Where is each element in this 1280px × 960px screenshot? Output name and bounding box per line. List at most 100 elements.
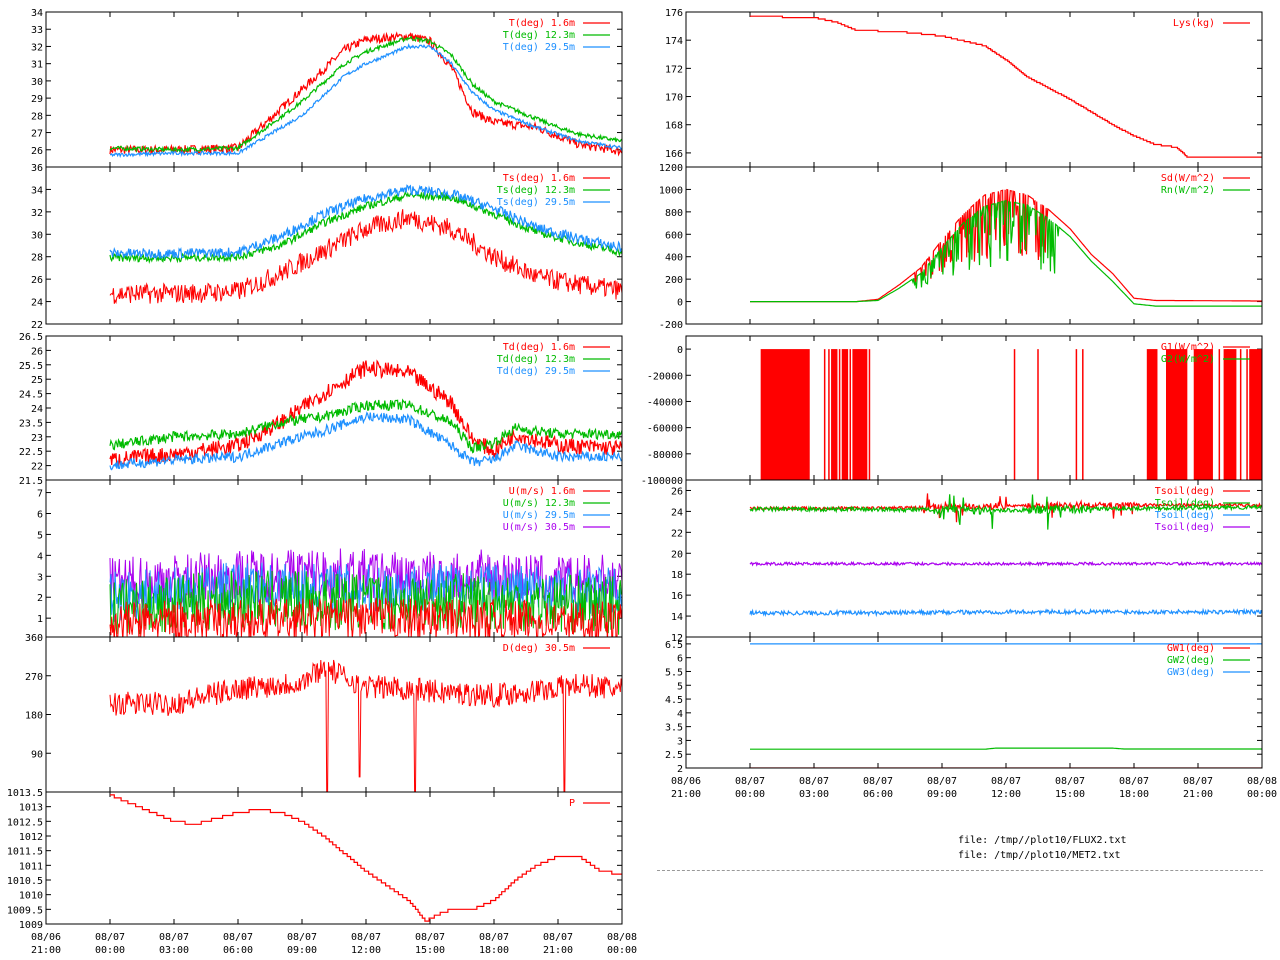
series-line-1	[109, 190, 622, 264]
panel-lys: 166 168 170 172 174 176 Lys(kg)	[665, 8, 1263, 168]
y-tick-label: 21.5	[19, 476, 43, 487]
panel-frame	[685, 11, 1263, 168]
series-line-0	[109, 209, 622, 305]
legend-label: Lys(kg)	[1173, 18, 1215, 29]
x-tick-time: 21:00	[31, 945, 61, 956]
x-tick-time: 06:00	[863, 789, 893, 800]
series-group	[749, 493, 1262, 618]
y-tick-label: 1013	[19, 803, 43, 814]
y-tick-label: 180	[25, 711, 43, 722]
series-line-2	[110, 43, 622, 158]
x-tick-date: 08/08	[607, 932, 637, 943]
legend-label: Tsoil(deg)	[1155, 498, 1215, 509]
y-tick-label: 174	[665, 36, 683, 47]
y-tick-label: 12	[671, 633, 683, 644]
x-tick-date: 08/07	[479, 932, 509, 943]
x-tick-date: 08/06	[31, 932, 61, 943]
x-tick-date: 08/07	[415, 932, 445, 943]
series-group	[750, 643, 1262, 768]
panel-frame	[685, 636, 1263, 769]
y-tick-label: 2	[37, 593, 43, 604]
panel-sd: -200 0 200 400 600 800 1000 1200 Sd(W/m^2)Rn(W/m…	[659, 163, 1263, 331]
legend-label: U(m/s) 30.5m	[503, 522, 575, 533]
x-tick-date: 08/07	[991, 776, 1021, 787]
legend-label: G2(W/m^2)	[1161, 354, 1215, 365]
series-group	[109, 659, 622, 792]
series-line-2	[109, 184, 622, 260]
x-tick-time: 18:00	[1119, 789, 1149, 800]
flux-band	[1146, 349, 1158, 480]
series-group	[110, 794, 622, 922]
legend-label: Td(deg) 1.6m	[503, 342, 575, 353]
legend-label: T(deg) 1.6m	[509, 18, 575, 29]
y-tick-label: 1	[37, 614, 43, 625]
series-group	[109, 359, 622, 471]
flux-band	[852, 349, 868, 480]
y-tick-label: 7	[37, 489, 43, 500]
series-line-0	[109, 659, 622, 792]
panel-d: 90 180 270 360 D(deg) 30.5m	[25, 633, 623, 793]
panel-frame	[45, 791, 623, 925]
legend-label: U(m/s) 29.5m	[503, 510, 575, 521]
x-tick-date: 08/07	[95, 932, 125, 943]
file-label-1: file: /tmp//plot10/FLUX2.txt	[958, 835, 1127, 846]
y-tick-label: 0	[677, 345, 683, 356]
y-tick-label: 176	[665, 8, 683, 19]
series-line-0	[750, 15, 1262, 158]
flux-band	[1166, 349, 1188, 480]
x-tick-time: 06:00	[223, 945, 253, 956]
flux-band	[760, 349, 810, 480]
x-tick-time: 21:00	[1183, 789, 1213, 800]
legend-label: GW2(deg)	[1167, 655, 1215, 666]
y-tick-label: -60000	[647, 424, 683, 435]
y-tick-label: 30	[31, 230, 43, 241]
y-tick-label: 29	[31, 94, 43, 105]
panel-t: 26 27 28 29 30 31 32 33 34 T(deg) 1.6mT(deg) 12.3…	[31, 8, 623, 168]
y-tick-label: 168	[665, 121, 683, 132]
y-tick-label: -80000	[647, 450, 683, 461]
x-tick-time: 03:00	[799, 789, 829, 800]
y-tick-label: 28	[31, 111, 43, 122]
y-tick-label: 27	[31, 129, 43, 140]
y-tick-label: 22	[671, 528, 683, 539]
y-tick-label: 90	[31, 749, 43, 760]
legend-label: GW3(deg)	[1167, 667, 1215, 678]
y-tick-label: 22	[31, 320, 43, 331]
y-tick-label: 16	[671, 591, 683, 602]
y-tick-label: 23	[31, 433, 43, 444]
series-line-1	[749, 494, 1262, 530]
y-tick-label: 22	[31, 462, 43, 473]
y-tick-label: -40000	[647, 397, 683, 408]
y-tick-label: 1000	[659, 185, 683, 196]
y-tick-label: 32	[31, 42, 43, 53]
y-tick-label: 26.5	[19, 332, 43, 343]
series-line-1	[750, 747, 1262, 750]
y-tick-label: 25.5	[19, 361, 43, 372]
y-tick-label: 26	[31, 346, 43, 357]
x-tick-date: 08/07	[735, 776, 765, 787]
flux-band	[1223, 349, 1237, 480]
y-tick-label: 26	[31, 146, 43, 157]
y-tick-label: 172	[665, 64, 683, 75]
x-tick-time: 00:00	[95, 945, 125, 956]
series-line-1	[109, 398, 622, 454]
flux-band	[1193, 349, 1213, 480]
y-tick-label: 6	[37, 509, 43, 520]
series-line-3	[749, 560, 1262, 567]
panel-frame	[45, 166, 623, 325]
y-tick-label: 1013.5	[7, 788, 43, 799]
y-tick-label: 24.5	[19, 390, 43, 401]
dashed-separator	[657, 870, 1263, 871]
x-tick-time: 12:00	[991, 789, 1021, 800]
series-group	[750, 188, 1262, 307]
y-tick-label: 5	[677, 681, 683, 692]
legend-label: U(m/s) 12.3m	[503, 498, 575, 509]
x-tick-date: 08/07	[1055, 776, 1085, 787]
y-tick-label: 400	[665, 253, 683, 264]
legend-label: Ts(deg) 29.5m	[497, 197, 575, 208]
y-tick-label: 1010	[19, 891, 43, 902]
series-group	[760, 349, 1262, 480]
x-tick-time: 21:00	[671, 789, 701, 800]
legend-label: Td(deg) 12.3m	[497, 354, 575, 365]
